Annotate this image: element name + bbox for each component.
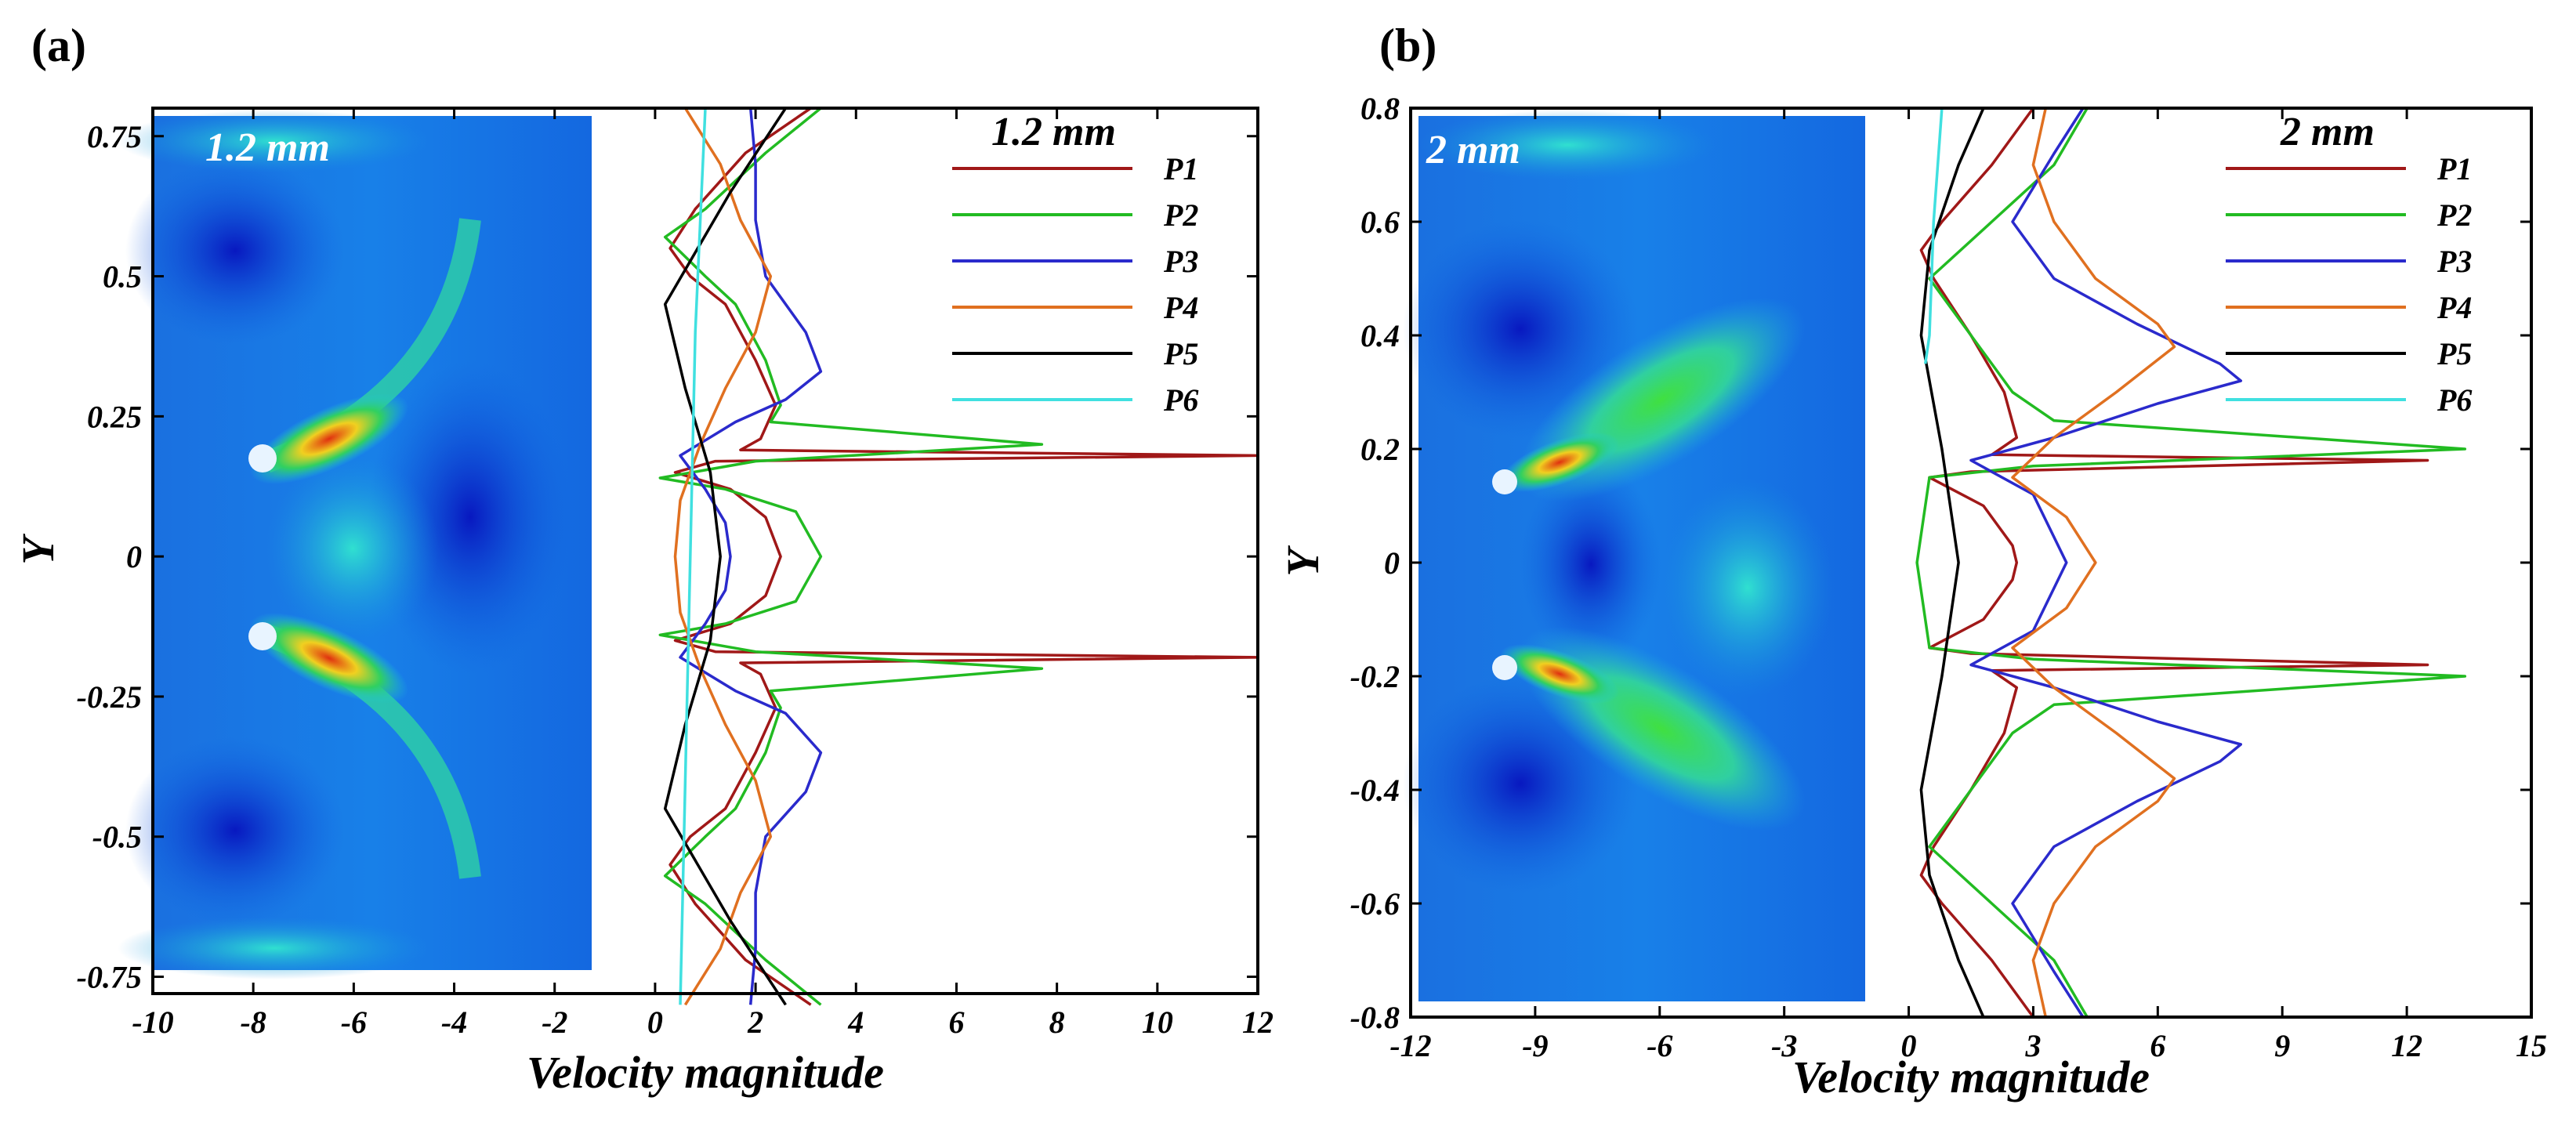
legend-label-p1: P1 [1163,151,1198,186]
y-tick-label: -0.4 [1350,773,1400,808]
series-line-p3-b [1969,107,2243,1018]
panel-label-a: (a) [31,20,86,71]
legend-label-p6: P6 [2437,382,2472,418]
legend-label-p2: P2 [2437,197,2472,233]
velocity-contour-image-a: 1.2 mm [118,110,592,979]
series-line-p5-a [663,107,787,1006]
y-tick-label: -0.5 [92,820,142,855]
y-tick-label: 0.4 [1360,318,1400,353]
panel-b: (b) 2 mm -12 -9 -6 -3 0 3 6 9 12 150.80.60.40.20-… [1277,20,2547,1102]
legend-label-p4: P4 [1163,290,1198,325]
x-tick-label: 12 [2391,1028,2422,1063]
axis-ticks-b: -12 -9 -6 -3 0 3 6 9 12 15 0.8 0.6 0.4 0.2 0 -0.2 -0.4 -0… [1350,91,2547,1063]
x-tick-label: -3 [1771,1028,1797,1063]
legend-label-p6: P6 [1163,382,1198,418]
profile-lines-b [1915,107,2467,1019]
y-tick-label: -0.6 [1350,886,1400,921]
legend-label-p1: P1 [2437,151,2472,186]
y-tick-label: 0 [126,539,142,574]
x-tick-label: 12 [1242,1005,1274,1040]
y-tick-label: 0.8 [1360,91,1400,126]
x-tick-label: -2 [542,1005,567,1040]
y-tick-label: 0.6 [1360,205,1400,240]
profile-lines-a [658,107,1259,1006]
y-tick-label: 0.25 [87,399,142,434]
x-tick-label: 6 [2150,1028,2165,1063]
legend-a: 1.2 mm P1 P2 P3 P4 P5 P6 [952,110,1198,418]
panel-label-b: (b) [1379,20,1437,71]
x-axis-label-a: Velocity magnitude [527,1047,884,1098]
x-tick-label: -4 [441,1005,467,1040]
series-line-p6-b [1923,107,1944,364]
series-line-p1-a [668,107,1259,1006]
y-tick-label: 0.75 [87,119,142,154]
x-tick-label: 0 [1901,1028,1917,1063]
x-tick-label: -8 [241,1005,266,1040]
panel-a: (a) 1.2 mm -10 -8 -6 -4 -2 0 2 4 6 8 10 12 0.75 0.5 0.… [13,20,1274,1098]
series-line-p2-a [658,107,1044,1006]
legend-b: 2 mm P1 P2 P3 P4 P5 P6 [2226,110,2472,418]
series-line-p1-b [1919,107,2429,1019]
y-tick-label: -0.75 [77,960,142,995]
inset-label-a: 1.2 mm [205,125,330,170]
x-tick-label: 15 [2516,1028,2547,1063]
x-tick-label: -10 [132,1005,173,1040]
x-tick-label: 9 [2274,1028,2290,1063]
series-line-p4-a [673,107,773,1006]
x-tick-label: 3 [2024,1028,2041,1063]
x-tick-label: 8 [1049,1005,1065,1040]
legend-title-a: 1.2 mm [991,110,1116,154]
inset-label-b: 2 mm [1426,128,1520,172]
x-tick-label: 6 [948,1005,964,1040]
x-tick-label: 0 [647,1005,663,1040]
legend-label-p5: P5 [2437,336,2472,371]
x-tick-label: -6 [1647,1028,1672,1063]
series-line-p4-b [2011,107,2176,1018]
series-line-p5-b [1919,107,1985,1018]
x-tick-label: 10 [1142,1005,1173,1040]
velocity-contour-image-b: 2 mm [1403,110,1865,1001]
series-line-p3-a [679,107,823,1005]
legend-label-p2: P2 [1163,197,1198,233]
y-tick-label: -0.25 [77,679,142,715]
series-line-p6-a [679,107,707,1005]
x-tick-label: -12 [1389,1028,1431,1063]
y-tick-label: 0 [1384,545,1400,581]
y-tick-label: -0.8 [1350,1000,1400,1035]
legend-title-b: 2 mm [2280,110,2375,154]
axis-ticks-a: -10 -8 -6 -4 -2 0 2 4 6 8 10 12 0.75 0.5 0.25 0 -0.25 -0.… [77,108,1274,1040]
y-tick-label: 0.5 [103,259,142,295]
plot-frame-a [151,107,1259,995]
legend-label-p4: P4 [2437,290,2472,325]
series-line-p2-b [1915,107,2467,1018]
y-tick-label: 0.2 [1360,432,1400,467]
legend-label-p3: P3 [1163,244,1198,279]
y-tick-label: -0.2 [1350,659,1400,694]
y-axis-label-a: Y [13,534,63,565]
legend-label-p3: P3 [2437,244,2472,279]
x-tick-label: 2 [747,1005,763,1040]
y-axis-label-b: Y [1277,545,1328,577]
x-tick-label: -6 [341,1005,367,1040]
x-axis-label-b: Velocity magnitude [1792,1052,2150,1102]
x-tick-label: -9 [1522,1028,1548,1063]
x-tick-label: 4 [847,1005,864,1040]
legend-label-p5: P5 [1163,336,1198,371]
